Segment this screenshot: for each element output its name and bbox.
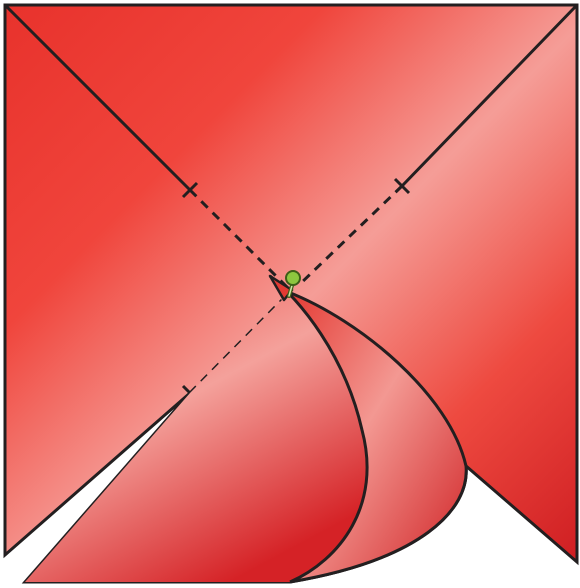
folded-blade-inner	[25, 276, 368, 582]
pin-icon	[285, 270, 301, 298]
folded-blade-inner-edge	[269, 274, 369, 584]
fold-guide-top-left	[188, 188, 289, 289]
cut-end-tick-top-right	[393, 177, 411, 195]
fold-guide-top-right	[298, 184, 404, 286]
cut-line-top-right	[400, 3, 579, 188]
cut-line-top-left	[3, 3, 192, 192]
cut-end-tick-top-left	[181, 181, 199, 199]
